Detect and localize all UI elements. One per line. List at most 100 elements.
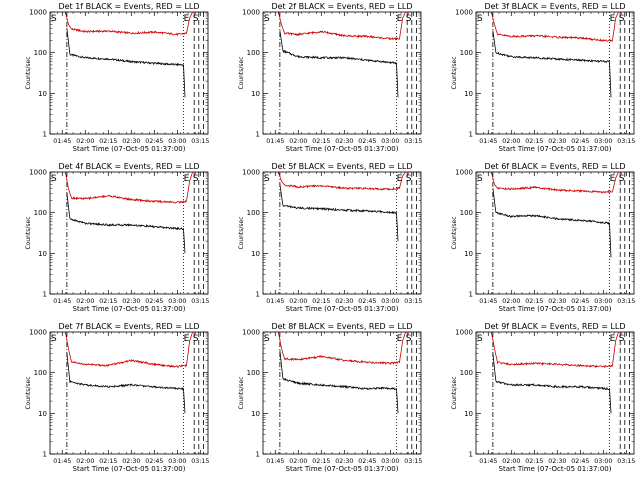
x-tick-label: 02:30	[548, 138, 566, 145]
x-tick-label: 02:30	[548, 298, 566, 305]
x-tick-label: 03:15	[404, 138, 422, 145]
x-tick-label: 02:15	[312, 458, 330, 465]
y-tick-label: 1	[43, 451, 47, 459]
x-tick-label: 02:45	[571, 138, 589, 145]
plot-frame	[49, 11, 209, 135]
y-axis-label: Counts/sec	[25, 376, 32, 409]
y-tick-label: 100	[34, 49, 47, 57]
panel-title: Det 4f BLACK = Events, RED = LLD	[58, 162, 199, 171]
y-tick-label: 10	[251, 410, 260, 418]
x-tick-label: 02:00	[502, 298, 520, 305]
x-tick-label: 02:00	[502, 138, 520, 145]
y-tick-label: 1	[256, 291, 260, 299]
y-tick-label: 10	[38, 250, 47, 258]
y-tick-label: 1	[469, 291, 473, 299]
event-marker-s: S	[51, 14, 57, 24]
panel-title: Det 2f BLACK = Events, RED = LLD	[271, 2, 412, 11]
x-tick-label: 01:45	[479, 298, 497, 305]
x-tick-label: 03:00	[594, 298, 612, 305]
event-marker-s: S	[264, 14, 270, 24]
panel-title: Det 9f BLACK = Events, RED = LLD	[484, 322, 625, 331]
x-axis-label: Start Time (07-Oct-05 01:37:00)	[73, 305, 186, 313]
panel-title: Det 3f BLACK = Events, RED = LLD	[484, 2, 625, 11]
detector-panel-7f: Det 7f BLACK = Events, RED = LLD 1 10 100 10…	[25, 322, 209, 473]
lld-series-line	[64, 12, 196, 37]
x-tick-label: 02:15	[525, 138, 543, 145]
x-tick-label: 02:30	[335, 138, 353, 145]
events-series-line	[279, 350, 399, 414]
x-tick-label: 02:00	[76, 138, 94, 145]
y-tick-label: 100	[460, 49, 473, 57]
event-marker-e: E	[610, 174, 616, 184]
x-axis-label: Start Time (07-Oct-05 01:37:00)	[286, 465, 399, 473]
lld-series-line	[64, 332, 196, 369]
y-tick-label: 1000	[242, 9, 260, 17]
x-tick-label: 02:45	[571, 298, 589, 305]
lld-series-line	[490, 12, 622, 43]
lld-series-line	[490, 172, 622, 194]
x-tick-label: 03:00	[168, 458, 186, 465]
x-tick-label: 02:15	[99, 138, 117, 145]
plot-frame	[475, 331, 635, 455]
event-marker-e: E	[397, 174, 403, 184]
x-tick-label: 03:15	[404, 298, 422, 305]
panel-title: Det 7f BLACK = Events, RED = LLD	[58, 322, 199, 331]
events-series-line	[492, 30, 612, 98]
plot-frame	[475, 171, 635, 295]
y-tick-label: 100	[460, 209, 473, 217]
event-marker-s: S	[477, 14, 483, 24]
x-tick-label: 01:45	[53, 458, 71, 465]
y-tick-label: 1000	[29, 169, 47, 177]
event-marker-e: E	[610, 334, 616, 344]
y-tick-label: 1	[469, 451, 473, 459]
detector-panel-1f: Det 1f BLACK = Events, RED = LLD 1 10 100 10…	[25, 2, 209, 153]
event-marker-s: S	[619, 14, 625, 24]
event-marker-s: S	[193, 14, 199, 24]
detector-panel-6f: Det 6f BLACK = Events, RED = LLD 1 10 100 10…	[451, 162, 635, 313]
event-marker-e: E	[610, 14, 616, 24]
plot-frame	[262, 171, 422, 295]
x-tick-label: 02:45	[145, 298, 163, 305]
x-tick-label: 02:30	[122, 458, 140, 465]
x-tick-label: 02:00	[289, 298, 307, 305]
x-tick-label: 03:15	[617, 298, 635, 305]
y-tick-label: 10	[38, 90, 47, 98]
x-tick-label: 03:15	[191, 298, 209, 305]
event-marker-s: S	[619, 334, 625, 344]
lld-series-line	[277, 12, 409, 41]
x-tick-label: 02:00	[76, 458, 94, 465]
detector-panel-9f: Det 9f BLACK = Events, RED = LLD 1 10 100 10…	[451, 322, 635, 473]
y-tick-label: 1	[256, 451, 260, 459]
x-tick-label: 03:15	[617, 138, 635, 145]
x-tick-label: 01:45	[266, 138, 284, 145]
x-tick-label: 02:30	[335, 298, 353, 305]
x-tick-label: 03:15	[617, 458, 635, 465]
x-tick-label: 03:00	[381, 458, 399, 465]
x-tick-label: 03:00	[594, 138, 612, 145]
event-marker-s: S	[51, 174, 57, 184]
x-axis-label: Start Time (07-Oct-05 01:37:00)	[286, 145, 399, 153]
x-tick-label: 02:15	[99, 458, 117, 465]
x-tick-label: 02:45	[571, 458, 589, 465]
x-tick-label: 01:45	[266, 458, 284, 465]
x-tick-label: 02:45	[145, 458, 163, 465]
event-marker-e: E	[184, 334, 190, 344]
x-tick-label: 02:45	[358, 138, 376, 145]
x-axis-label: Start Time (07-Oct-05 01:37:00)	[499, 145, 612, 153]
plot-frame	[262, 11, 422, 135]
x-tick-label: 03:00	[381, 138, 399, 145]
y-tick-label: 100	[460, 369, 473, 377]
y-axis-label: Counts/sec	[238, 376, 245, 409]
plot-frame	[49, 331, 209, 455]
y-axis-label: Counts/sec	[238, 216, 245, 249]
y-tick-label: 10	[464, 90, 473, 98]
y-tick-label: 1	[43, 291, 47, 299]
events-series-line	[492, 188, 612, 258]
plot-frame	[475, 11, 635, 135]
x-tick-label: 02:00	[502, 458, 520, 465]
panel-title: Det 8f BLACK = Events, RED = LLD	[271, 322, 412, 331]
x-tick-label: 02:00	[76, 298, 94, 305]
y-tick-label: 1000	[455, 9, 473, 17]
detector-panel-3f: Det 3f BLACK = Events, RED = LLD 1 10 100 10…	[451, 2, 635, 153]
